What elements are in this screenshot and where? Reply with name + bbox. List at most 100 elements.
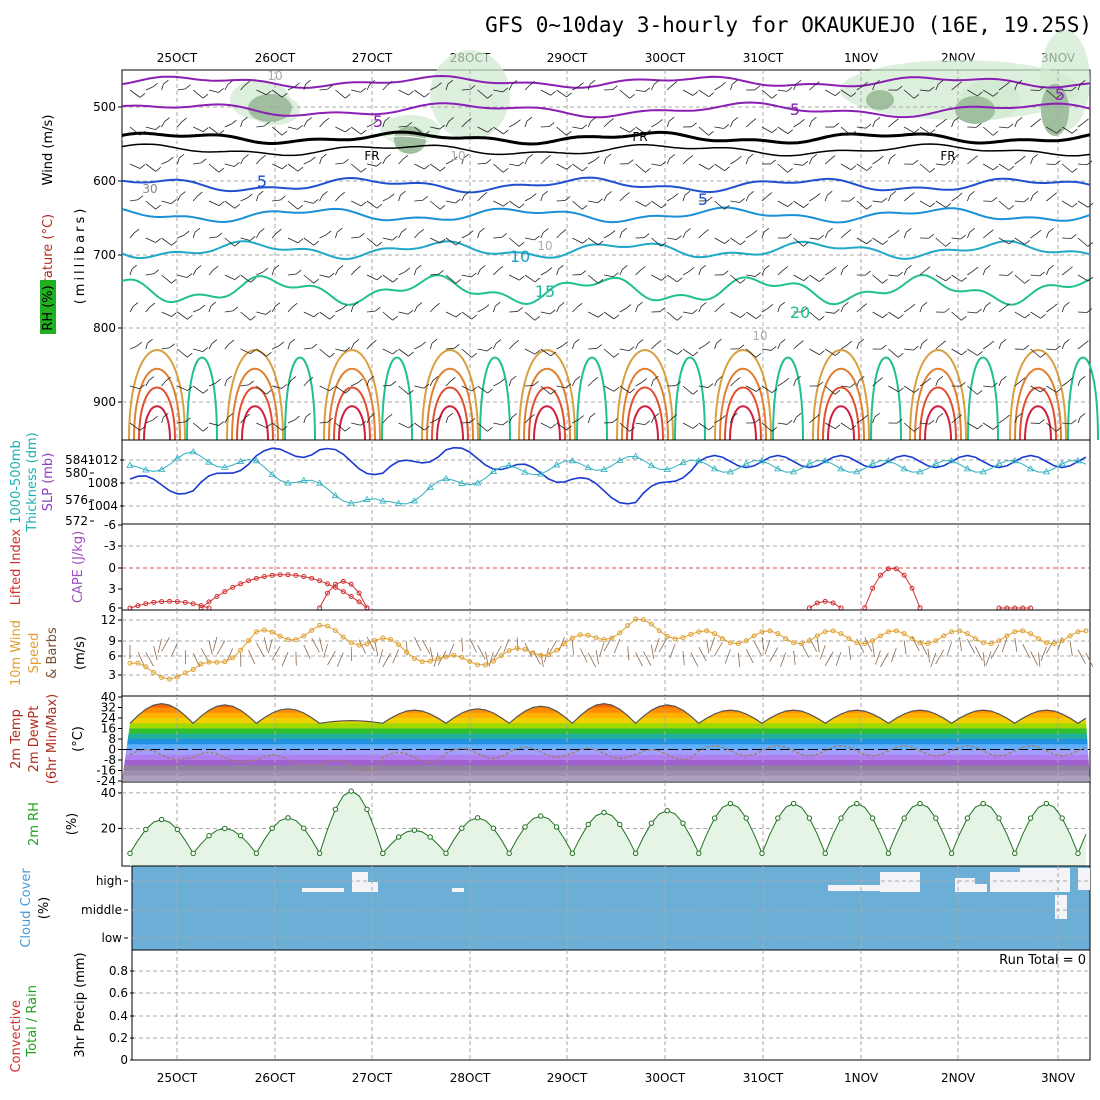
low-contour (1009, 349, 1067, 441)
wind-barb-flag (956, 414, 962, 420)
rh-point (301, 825, 307, 831)
bottom-date-label: 27OCT (352, 1071, 393, 1085)
wind-barb-flag (834, 424, 841, 429)
thickness-point (568, 457, 577, 464)
wind-barb (129, 126, 141, 136)
wind-barb-flag (487, 127, 493, 133)
contour-label: FR (940, 149, 955, 163)
wind-barb-flag (708, 425, 715, 431)
wind-barb-flag (834, 308, 840, 314)
wind-barb-flag (503, 201, 509, 207)
wind-barb-flag (850, 92, 857, 97)
wind-barb (998, 418, 1005, 424)
wind-barb (271, 126, 283, 136)
wind-barb-flag (589, 412, 596, 418)
wind-barb (445, 237, 457, 246)
rh-point (727, 800, 734, 807)
wind-barb (303, 274, 314, 284)
wind-barb-flag (408, 423, 414, 429)
rh-point (190, 850, 196, 857)
wind-barb-flag (924, 266, 931, 271)
wind-barb (445, 417, 449, 424)
slp-frame (121, 439, 1091, 525)
wind-barb-flag (975, 123, 982, 128)
wind-barb (935, 380, 939, 387)
wind-barb (287, 86, 295, 91)
wind-barb-flag (653, 80, 660, 85)
temp-band (122, 775, 1090, 781)
wind-barb (509, 123, 516, 128)
wind-barb (1046, 307, 1053, 313)
wind-barb-flag (266, 351, 272, 357)
wind-barb (350, 343, 355, 350)
wind10-point (167, 676, 172, 682)
wind-barb (382, 121, 386, 128)
wind10-point (854, 640, 860, 646)
wind-barb (224, 274, 235, 281)
wind-barb-flag (819, 350, 825, 355)
bottom-date-axis: 25OCT 26OCT 27OCT 28OCT 29OCT 30OCT 31OCT 1NOV 2… (157, 1071, 1076, 1085)
wind-barb-flag (371, 339, 377, 345)
wind-barb-flag (578, 82, 584, 87)
temp-band (122, 770, 1090, 777)
wind-barb-flag (685, 228, 691, 233)
wind-barb (1061, 270, 1068, 276)
wind-barb-flag (643, 233, 650, 238)
wind-barb (698, 163, 709, 170)
wind-barb (319, 88, 328, 91)
wind-barb-flag (613, 314, 620, 320)
wind-barb (161, 160, 169, 165)
wind10-point (419, 659, 425, 665)
wind-barb (793, 200, 804, 208)
wind10-barb (558, 636, 565, 652)
wind-barb-flag (336, 227, 343, 233)
wind-barb-flag (392, 277, 399, 283)
wind-barb (714, 126, 724, 129)
thickness-point (616, 456, 624, 463)
wind-barb-flag (181, 117, 187, 123)
wind-barb-flag (862, 414, 868, 420)
wind-barb (366, 200, 378, 209)
wind-barb-flag (1040, 353, 1046, 358)
wind-barb-flag (470, 272, 477, 278)
cloud-gap (368, 882, 378, 892)
low-contour (621, 367, 669, 441)
wind-barb-flag (438, 269, 444, 275)
rh-point (522, 824, 528, 830)
wind-barb (192, 195, 198, 202)
wind-barb (398, 195, 401, 202)
li-grid (122, 524, 1090, 610)
wind-barb-flag (455, 240, 462, 246)
tick-label: 0.4 (109, 1009, 128, 1023)
wind-barb (208, 306, 212, 313)
wind-barb-flag (218, 88, 224, 93)
wind-barb-flag (265, 310, 272, 315)
wind-barb (524, 85, 530, 91)
wind10-barb (503, 638, 510, 654)
wind-barb-flag (707, 383, 714, 388)
li-point (332, 581, 338, 587)
wind10-barb (469, 638, 477, 653)
wind-barb (366, 380, 370, 387)
wind-barb (224, 343, 230, 350)
wind-barb (398, 385, 409, 395)
wind-barb-flag (814, 414, 820, 419)
wind-barb (777, 89, 788, 92)
wind-barb-flag (313, 240, 319, 246)
wind-barb (761, 196, 768, 202)
wind10-point (704, 628, 710, 634)
wind-barb (824, 159, 831, 165)
wind10-point (870, 638, 876, 644)
rh-point (395, 834, 402, 840)
wind-barb-flag (707, 196, 713, 202)
wind-barb-flag (210, 301, 217, 307)
wind-barb-flag (307, 376, 314, 382)
wind10-barb (1014, 637, 1018, 652)
wind-barb (461, 385, 472, 392)
wind-barb (193, 126, 204, 132)
wind-barb (714, 380, 718, 387)
wind-barb (1014, 84, 1018, 91)
rh-point (127, 850, 133, 857)
